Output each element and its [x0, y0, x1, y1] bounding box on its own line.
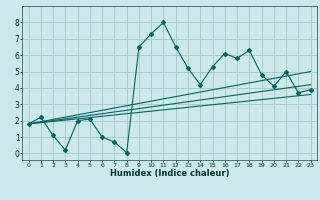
X-axis label: Humidex (Indice chaleur): Humidex (Indice chaleur)	[110, 169, 229, 178]
